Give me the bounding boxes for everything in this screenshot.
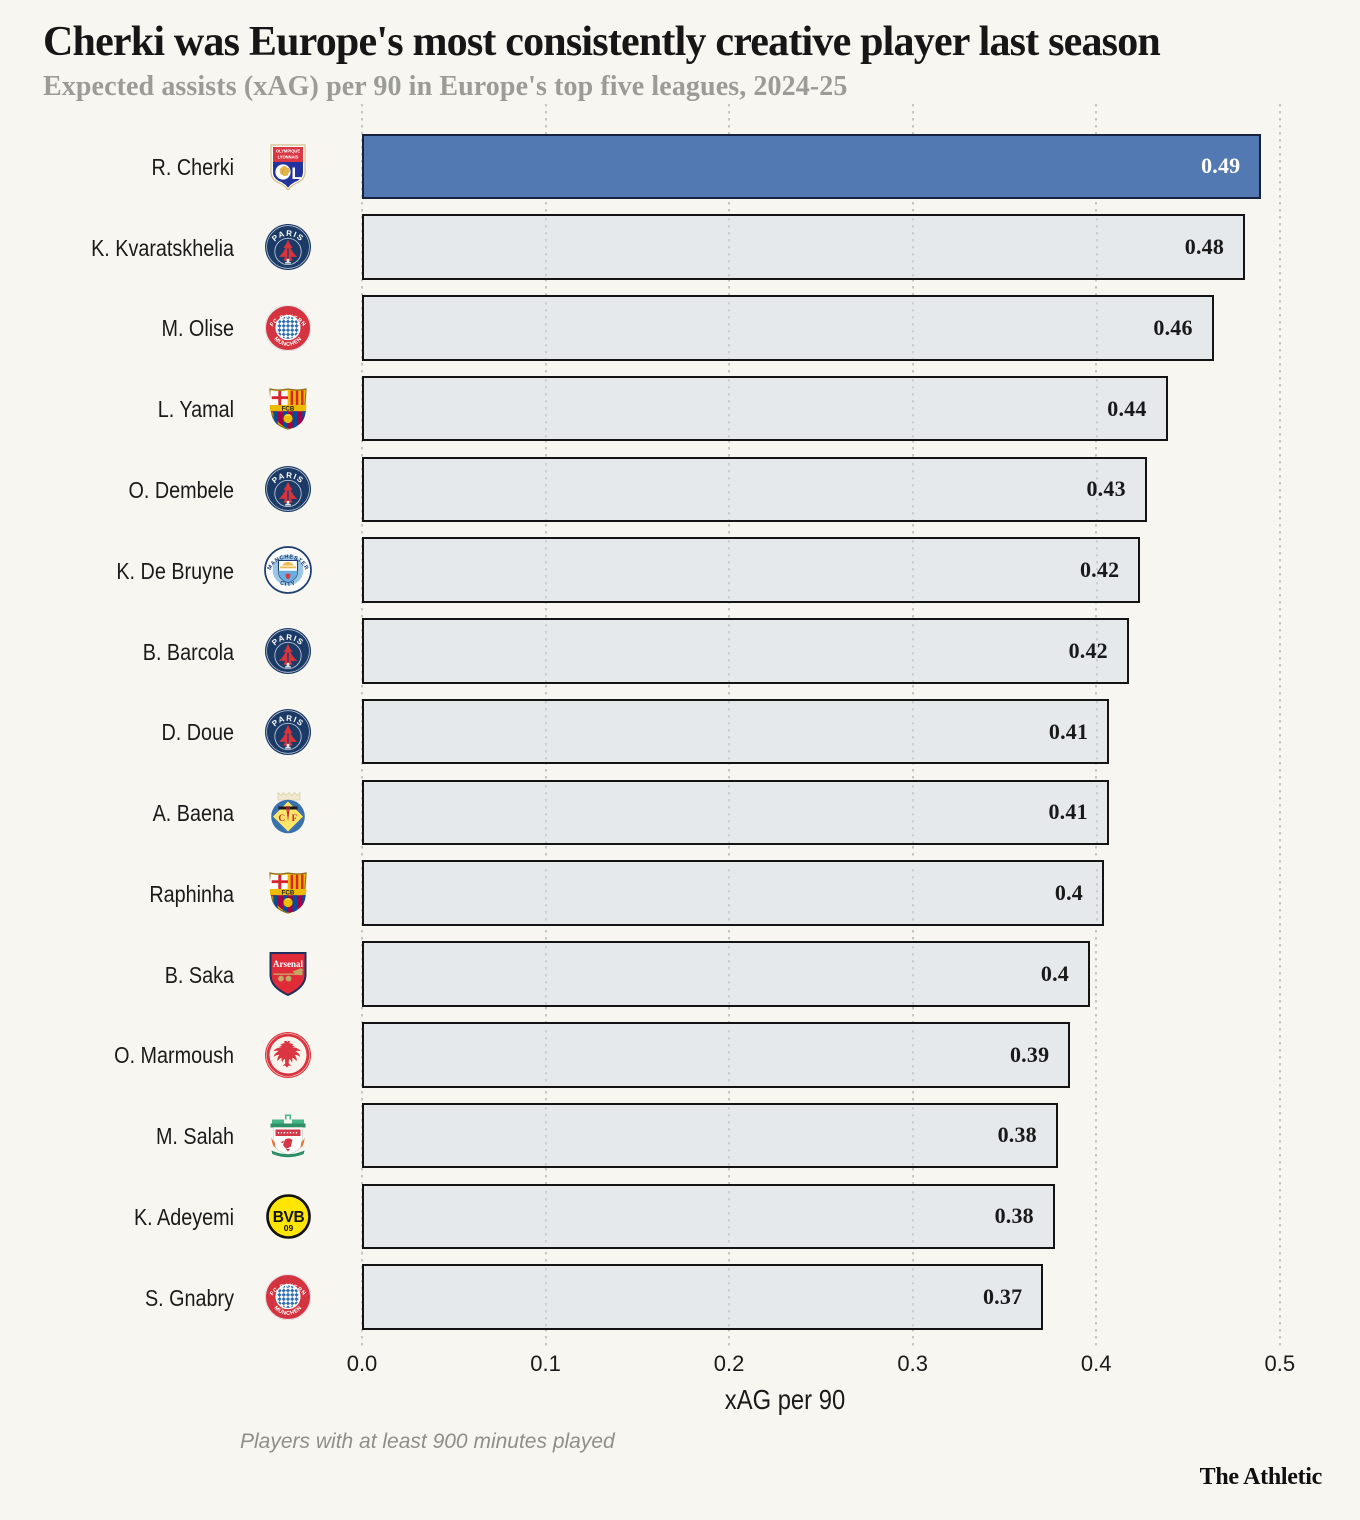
- svg-text:FCB: FCB: [282, 890, 295, 897]
- svg-text:L: L: [291, 164, 301, 183]
- svg-text:LYONNAIS: LYONNAIS: [278, 155, 299, 160]
- svg-text:CITY: CITY: [279, 580, 297, 588]
- svg-text:PARIS: PARIS: [270, 229, 306, 244]
- svg-text:MÜNCHEN: MÜNCHEN: [273, 336, 304, 348]
- svg-text:FCB: FCB: [282, 405, 295, 412]
- svg-text:Arsenal: Arsenal: [273, 959, 303, 969]
- svg-text:OLYMPIQUE: OLYMPIQUE: [276, 149, 300, 154]
- svg-text:C: C: [278, 814, 285, 824]
- svg-text:PARIS: PARIS: [270, 713, 306, 728]
- svg-text:09: 09: [283, 1223, 293, 1233]
- svg-text:MÜNCHEN: MÜNCHEN: [273, 1305, 304, 1317]
- svg-text:PARIS: PARIS: [270, 633, 306, 648]
- svg-text:F: F: [291, 814, 297, 824]
- svg-text:BVB: BVB: [272, 1209, 304, 1226]
- svg-text:PARIS: PARIS: [270, 471, 306, 486]
